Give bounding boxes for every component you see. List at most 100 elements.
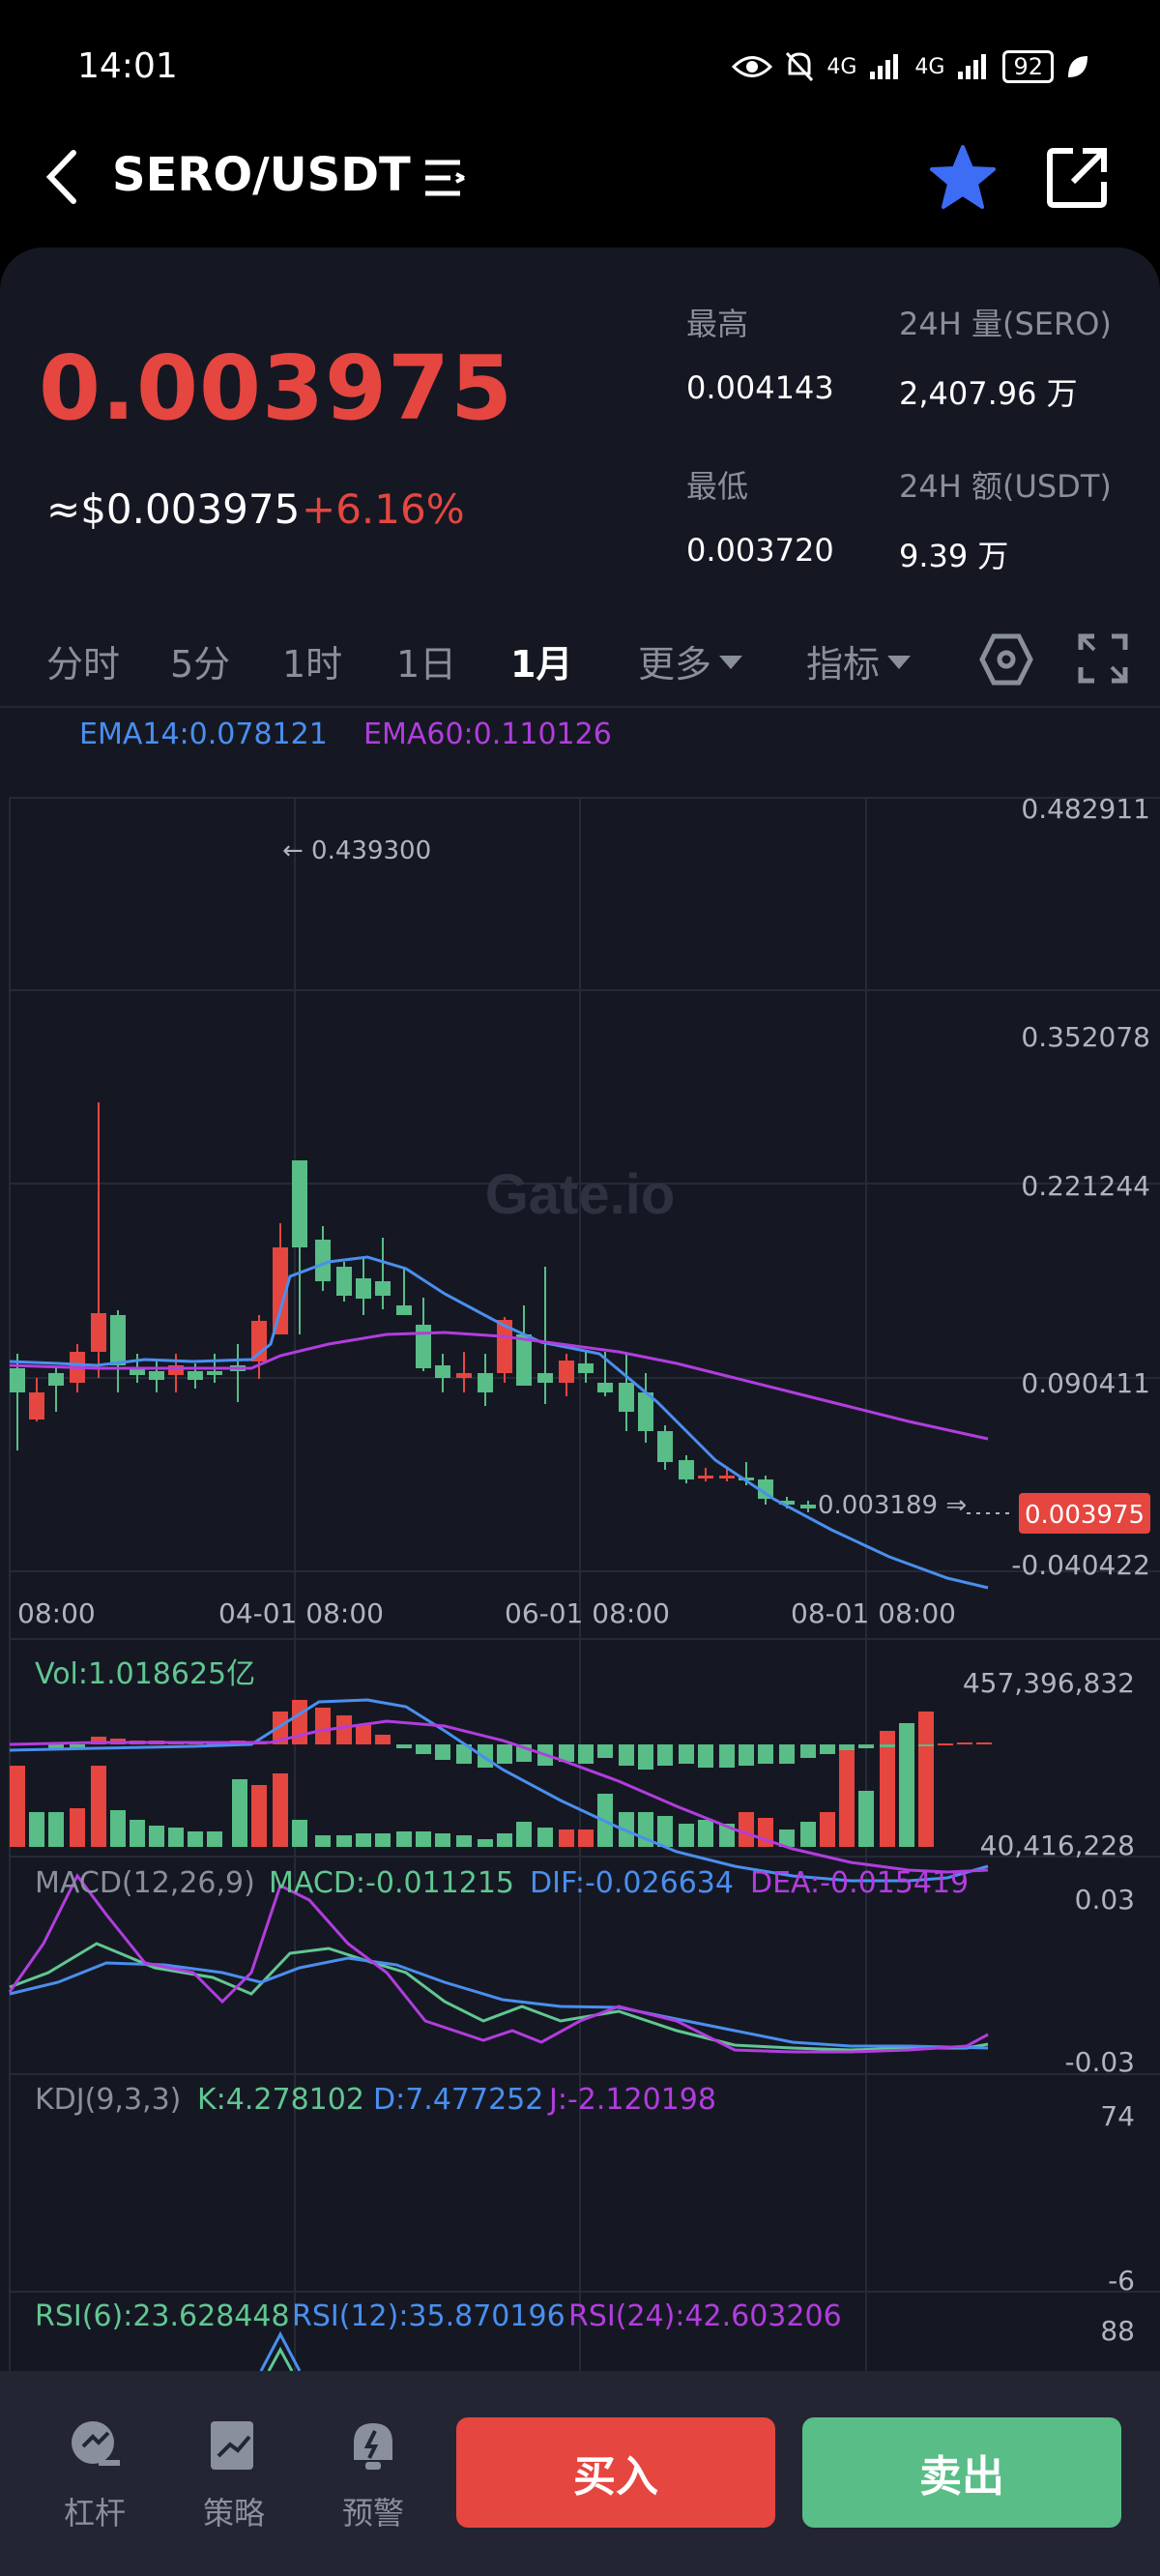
volume-bar <box>207 1831 222 1847</box>
dea-line <box>9 1719 989 1874</box>
macd-bar <box>597 1744 613 1758</box>
last-price: 0.003975 <box>39 337 514 440</box>
signal-icon <box>870 54 899 79</box>
net-type-2: 4G <box>914 54 945 79</box>
macd-bar <box>698 1744 713 1768</box>
volume-axis-top: 457,396,832 <box>962 1667 1135 1699</box>
tab-5min[interactable]: 5分 <box>170 643 231 686</box>
macd-bar <box>779 1744 795 1764</box>
macd-value: MACD:-0.011215 <box>269 1866 515 1900</box>
volume-bar <box>10 1766 25 1847</box>
candle <box>478 1373 493 1392</box>
alert-button[interactable]: 预警 <box>325 2417 421 2533</box>
ema14-label: EMA14:0.078121 <box>79 717 328 751</box>
amount-label: 24H 额(USDT) <box>899 468 1112 505</box>
sell-button[interactable]: 卖出 <box>802 2417 1121 2528</box>
back-arrow-icon[interactable] <box>39 145 87 209</box>
kdj-axis-bottom: -6 <box>1108 2265 1135 2297</box>
volume-axis-bottom: 40,416,228 <box>979 1830 1135 1861</box>
tab-timeshare[interactable]: 分时 <box>46 643 121 686</box>
macd-bar <box>918 1744 934 1746</box>
volume-bar <box>435 1833 450 1847</box>
macd-bar <box>435 1744 450 1760</box>
strategy-button[interactable]: 策略 <box>186 2417 282 2533</box>
price-axis-4: 0.090411 <box>1021 1367 1150 1399</box>
macd-bar <box>938 1743 953 1745</box>
tab-1month[interactable]: 1月 <box>510 643 573 686</box>
alert-bell-icon <box>354 2423 392 2470</box>
candle <box>497 1320 512 1373</box>
status-icons: 4G 4G 92 <box>732 50 1090 83</box>
volume-bar <box>29 1812 44 1847</box>
volume-bar <box>478 1839 493 1847</box>
time-axis-1: 08:00 <box>17 1597 96 1629</box>
kline-chart[interactable]: Gate.io ← 0.439300 0.003189 ⇒ 0.003975 <box>0 774 1160 2371</box>
volume-bar <box>315 1835 331 1847</box>
macd-bar <box>70 1744 85 1748</box>
macd-bar <box>739 1744 754 1766</box>
share-icon[interactable] <box>1046 145 1110 209</box>
high-value: 0.004143 <box>686 369 834 406</box>
last-price-tag <box>1019 1493 1150 1534</box>
dif-value: DIF:-0.026634 <box>530 1866 734 1900</box>
tab-1hour[interactable]: 1时 <box>282 643 343 686</box>
candle <box>800 1505 816 1508</box>
candle <box>130 1367 145 1375</box>
kdj-d-line <box>9 1956 989 2050</box>
volume-bar <box>679 1824 694 1847</box>
chart-settings-icon[interactable] <box>978 632 1034 687</box>
volume-bar <box>356 1833 371 1847</box>
candle <box>168 1365 184 1375</box>
volume-bar <box>168 1828 184 1847</box>
alert-label: 预警 <box>341 2495 404 2532</box>
volume-bar <box>251 1785 267 1847</box>
dea-value: DEA:-0.015419 <box>750 1866 970 1900</box>
macd-bar <box>336 1715 352 1744</box>
main-grid <box>9 797 1160 2371</box>
tab-more[interactable]: 更多 <box>638 634 744 688</box>
last-price-tag-label: 0.003975 <box>1025 1501 1145 1530</box>
candle <box>48 1373 64 1386</box>
volume-bar <box>918 1712 934 1847</box>
leverage-icon <box>72 2421 120 2466</box>
volume-bar <box>497 1833 512 1847</box>
volume-bars <box>10 1712 934 1847</box>
ema60-label: EMA60:0.110126 <box>363 717 612 751</box>
leverage-label: 杠杆 <box>63 2495 126 2532</box>
macd-bar <box>315 1708 331 1744</box>
volume-bar <box>48 1812 64 1847</box>
kdj-k-line <box>9 1942 989 2052</box>
tab-1day[interactable]: 1日 <box>396 643 457 686</box>
favorite-star-icon[interactable] <box>928 143 998 213</box>
candle <box>273 1247 288 1334</box>
price-axis-3: 0.221244 <box>1021 1170 1150 1202</box>
macd-bar <box>679 1744 694 1764</box>
macd-axis-top: 0.03 <box>1074 1884 1135 1916</box>
macd-bar <box>91 1737 106 1744</box>
leverage-button[interactable]: 杠杆 <box>46 2417 143 2533</box>
kdj-k-value: K:4.278102 <box>197 2083 364 2117</box>
ema60-line <box>9 1331 989 1441</box>
candle <box>356 1278 371 1299</box>
rsi-peak <box>259 2330 302 2371</box>
tab-indicator[interactable]: 指标 <box>806 634 913 688</box>
pair-title[interactable]: SERO/USDT <box>112 148 411 202</box>
volume-bar <box>739 1812 754 1847</box>
fullscreen-icon[interactable] <box>1077 632 1129 685</box>
volume-bar <box>70 1808 85 1847</box>
volume-bar <box>130 1820 145 1847</box>
buy-button[interactable]: 买入 <box>456 2417 775 2528</box>
macd-bar <box>48 1744 64 1750</box>
pair-list-icon[interactable] <box>421 155 468 201</box>
volume-bar <box>657 1816 673 1847</box>
high-label: 最高 <box>686 306 749 342</box>
volume-bar <box>559 1830 574 1847</box>
macd-bar <box>559 1744 574 1762</box>
macd-bar <box>619 1744 634 1766</box>
macd-bar <box>638 1744 653 1770</box>
candle <box>758 1479 773 1499</box>
candle <box>456 1373 472 1378</box>
candle <box>396 1305 412 1315</box>
mute-bell-icon <box>786 51 814 82</box>
candle <box>188 1371 203 1380</box>
